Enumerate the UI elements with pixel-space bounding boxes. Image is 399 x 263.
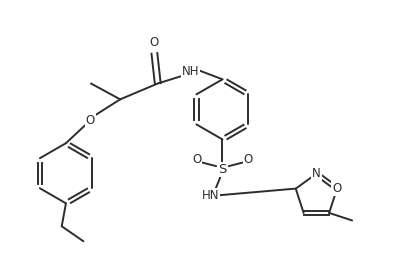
Text: O: O <box>85 114 95 127</box>
Text: O: O <box>150 36 159 49</box>
Text: O: O <box>332 182 342 195</box>
Text: N: N <box>312 167 321 180</box>
Text: O: O <box>244 153 253 165</box>
Text: NH: NH <box>182 65 199 78</box>
Text: O: O <box>192 153 201 165</box>
Text: HN: HN <box>202 189 219 202</box>
Text: S: S <box>218 163 227 176</box>
